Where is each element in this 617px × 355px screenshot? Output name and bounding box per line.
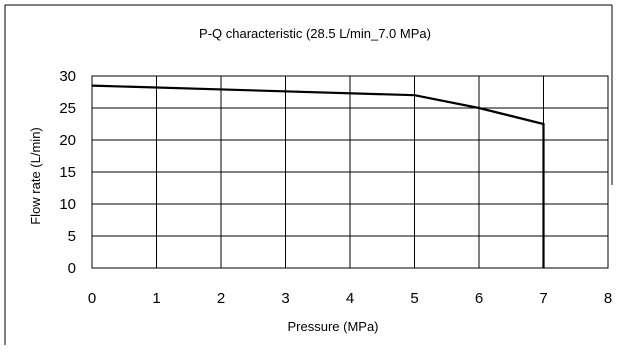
y-tick-label: 25 bbox=[59, 100, 76, 117]
x-tick-label: 6 bbox=[475, 290, 483, 307]
y-tick-label: 20 bbox=[59, 132, 76, 149]
y-tick-label: 5 bbox=[68, 228, 76, 245]
x-tick-label: 3 bbox=[281, 290, 289, 307]
chart-title: P-Q characteristic (28.5 L/min_7.0 MPa) bbox=[199, 26, 431, 41]
x-axis-title: Pressure (MPa) bbox=[287, 319, 378, 334]
x-tick-labels: 0 1 2 3 4 5 6 7 8 bbox=[88, 290, 612, 307]
x-tick-label: 0 bbox=[88, 290, 96, 307]
x-tick-label: 4 bbox=[346, 290, 354, 307]
y-tick-label: 10 bbox=[59, 196, 76, 213]
y-tick-label: 30 bbox=[59, 68, 76, 85]
series-line bbox=[91, 84, 545, 268]
x-tick-label: 8 bbox=[604, 290, 612, 307]
y-tick-label: 15 bbox=[59, 164, 76, 181]
x-tick-label: 7 bbox=[539, 290, 547, 307]
y-tick-label: 0 bbox=[68, 260, 76, 277]
y-axis-title: Flow rate (L/min) bbox=[28, 127, 43, 225]
x-tick-label: 2 bbox=[217, 290, 225, 307]
y-tick-labels: 0 5 10 15 20 25 30 bbox=[59, 68, 76, 277]
grid bbox=[91, 75, 609, 269]
plot-area-border bbox=[91, 75, 609, 269]
x-tick-label: 5 bbox=[410, 290, 418, 307]
x-tick-label: 1 bbox=[152, 290, 160, 307]
